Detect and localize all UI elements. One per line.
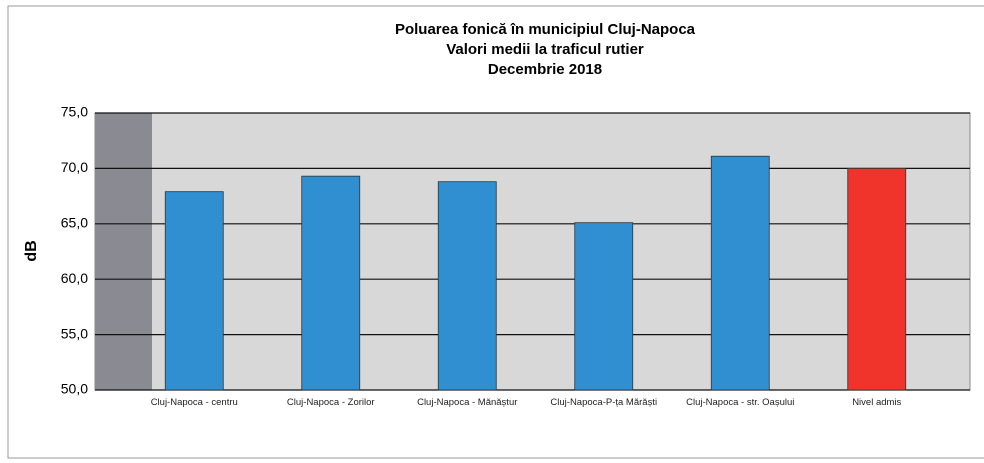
chart-title: Poluarea fonică în municipiul Cluj-Napoc… [395, 21, 696, 38]
bar [574, 222, 634, 391]
y-tick-label: 65,0 [61, 215, 88, 231]
chart-subtitle: Decembrie 2018 [488, 61, 602, 78]
x-tick-label: Cluj-Napoca - Zorilor [286, 397, 375, 408]
x-tick-label: Cluj-Napoca-P-ța Mărăști [550, 397, 658, 408]
x-tick-label: Cluj-Napoca - Mănăștur [417, 397, 518, 408]
chart-subtitle: Valori medii la traficul rutier [446, 41, 644, 58]
bar [710, 155, 770, 391]
bar [847, 167, 907, 391]
plot-area [94, 112, 971, 391]
x-tick-label: Nivel admis [852, 397, 902, 408]
x-tick-label: Cluj-Napoca - str. Oașului [686, 397, 795, 408]
bar [437, 181, 497, 391]
x-tick-label: Cluj-Napoca - centru [150, 397, 238, 408]
bar [164, 191, 224, 391]
y-tick-label: 55,0 [61, 325, 88, 341]
y-tick-label: 50,0 [61, 381, 88, 397]
y-axis-label: dB [23, 240, 40, 261]
y-tick-label: 60,0 [61, 270, 88, 286]
bar [301, 175, 361, 391]
plot-wall [95, 113, 152, 390]
y-tick-label: 75,0 [61, 104, 88, 120]
y-tick-label: 70,0 [61, 159, 88, 175]
